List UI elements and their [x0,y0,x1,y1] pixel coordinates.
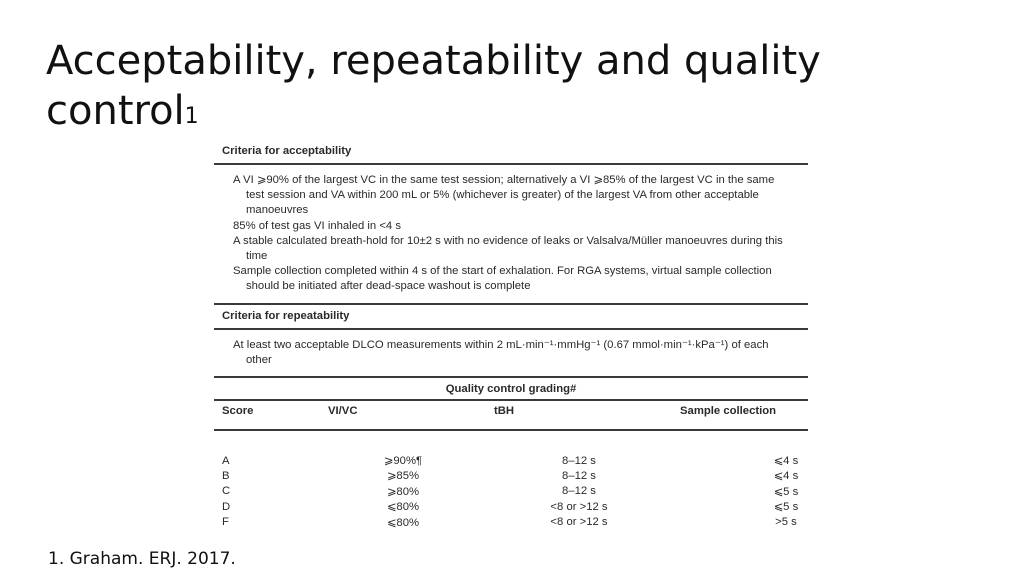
column-header-tbh: tBH [494,405,515,418]
acceptability-heading: Criteria for acceptability [222,145,352,157]
divider [214,163,808,165]
divider [214,399,808,402]
slide-title: Acceptability, repeatability and quality… [46,36,946,136]
score-cell: A [222,454,230,467]
score-cell: F [222,516,229,529]
table-row: F ⩽80% <8 or >12 s >5 s [214,514,808,529]
table-row: B ⩾85% 8–12 s ⩽4 s [214,468,808,483]
column-header-score: Score [222,405,254,418]
acceptability-item: 85% of test gas VI inhaled in <4 s [233,219,401,232]
tbh-cell: 8–12 s [562,485,596,498]
acceptability-item: A stable calculated breath-hold for 10±2… [233,234,783,263]
acceptability-item: A VI ⩾90% of the largest VC in the same … [233,174,775,217]
vi-vc-cell: ⩾90%¶ [383,455,423,467]
repeatability-item: At least two acceptable DLCO measurement… [233,338,769,366]
table-row: C ⩾80% 8–12 s ⩽5 s [214,484,808,499]
sample-collection-cell: ⩽5 s [773,501,799,514]
vi-vc-cell: ⩽80% [386,516,420,529]
column-header-vi-vc: VI/VC [328,405,358,418]
tbh-cell: <8 or >12 s [550,500,608,513]
slide-title-text: Acceptability, repeatability and quality… [46,38,821,134]
score-cell: C [222,485,231,498]
vi-vc-cell: ⩾85% [386,470,420,483]
table-row: D ⩽80% <8 or >12 s ⩽5 s [214,499,808,514]
score-cell: D [222,500,231,513]
divider [214,428,808,431]
tbh-cell: <8 or >12 s [550,516,608,529]
sample-collection-cell: ⩽4 s [773,470,799,483]
divider [214,376,808,379]
criteria-table: Criteria for acceptability A VI ⩾90% of … [214,140,808,530]
quality-control-heading: Quality control grading# [445,383,577,396]
tbh-cell: 8–12 s [562,454,596,467]
sample-collection-cell: ⩽5 s [773,485,799,498]
quality-control-table: Score VI/VC tBH Sample collection A ⩾90%… [214,401,808,530]
acceptability-criteria-list: A VI ⩾90% of the largest VC in the same … [214,165,808,303]
tbh-cell: 8–12 s [562,469,596,482]
sample-collection-cell: >5 s [775,516,797,529]
vi-vc-cell: ⩽80% [386,501,420,514]
repeatability-heading: Criteria for repeatability [222,309,350,322]
sample-collection-cell: ⩽4 s [773,455,799,467]
title-reference-superscript: 1 [184,104,199,129]
column-header-sample-collection: Sample collection [680,405,777,418]
footnote-reference: 1. Graham. ERJ. 2017. [48,549,236,569]
acceptability-item: Sample collection completed within 4 s o… [233,265,772,293]
score-cell: B [222,469,230,482]
table-row: A ⩾90%¶ 8–12 s ⩽4 s [214,453,808,468]
repeatability-criteria-text: At least two acceptable DLCO measurement… [214,330,808,376]
table-header-row: Score VI/VC tBH Sample collection [214,401,808,422]
divider [214,327,808,330]
divider [214,302,808,305]
vi-vc-cell: ⩾80% [386,485,420,498]
